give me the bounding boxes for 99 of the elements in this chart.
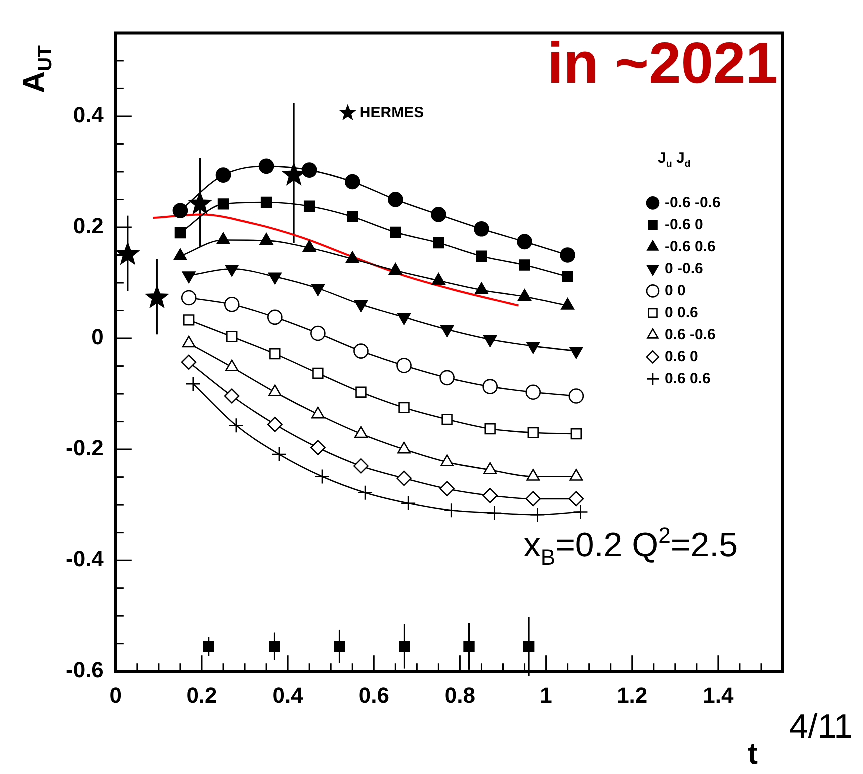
x-axis-title: t [748,738,758,771]
point [399,641,410,652]
point [269,641,280,652]
point [144,284,170,309]
y-tick-label: 0 [92,324,104,350]
point [517,234,532,250]
point [203,641,214,652]
point [226,331,238,342]
x-tick-label: 1 [540,682,552,708]
point [482,379,498,394]
point [388,192,404,208]
point [519,260,530,271]
point [181,354,197,370]
x-tick-label: 0 [110,682,122,708]
point [530,507,546,523]
point [224,388,240,404]
legend-label: 0.6 0 [665,348,698,366]
point [186,376,202,392]
point [314,469,330,484]
point [302,162,318,178]
y-tick-label: 0.4 [73,102,105,128]
point [268,310,283,326]
point [272,446,288,462]
y-tick-label: -0.4 [66,546,105,572]
point [523,641,535,652]
point [310,440,326,456]
point [482,488,498,504]
legend-label: HERMES [360,104,424,122]
point [526,491,542,507]
point [188,191,213,215]
point [354,458,369,474]
point [172,203,188,218]
text: 4/11 [789,708,854,746]
point [116,242,140,266]
point [354,344,369,359]
point [433,237,444,249]
point [440,481,455,497]
x-tick-label: 0.6 [358,682,390,708]
legend-label: -0.6 -0.6 [665,194,721,212]
legend-label: 0 0.6 [665,304,698,322]
legend-label: -0.6 0.6 [665,238,716,256]
point [528,427,539,438]
point [400,496,416,512]
point [358,485,374,500]
point [440,370,455,386]
x-tick-label: 0.4 [272,682,304,708]
point [431,207,446,222]
legend-label: 0.6 -0.6 [665,326,716,344]
point [398,402,410,414]
point [568,388,584,404]
y-tick-label: 0.2 [73,214,104,239]
point [570,428,582,440]
y-tick-label: -0.2 [66,436,104,461]
point [568,491,584,507]
point [216,168,232,183]
point [218,198,230,210]
point [396,358,412,374]
point [356,386,367,398]
point [174,248,188,261]
point [474,222,490,237]
point [347,211,358,223]
legend-label: 0 -0.6 [665,260,704,278]
legend-label: -0.6 0 [665,216,704,234]
point [396,470,412,486]
point [444,502,460,518]
point [334,641,346,652]
point [442,414,453,426]
point [526,384,542,400]
point [224,297,240,312]
annotation: in ~2021 [547,31,778,96]
point [573,504,588,520]
line-series [152,214,520,307]
point [310,326,326,342]
point [344,174,360,190]
x-tick-label: 1.4 [703,682,734,708]
point [562,271,574,282]
point [258,158,274,174]
point [476,250,488,262]
point [518,289,532,302]
legend-label: 0 0 [665,282,686,300]
y-axis-title: AUT [18,45,56,94]
point [183,314,195,326]
point [304,200,316,212]
legend-label: 0.6 0.6 [665,370,711,388]
point [390,226,402,238]
point [270,348,281,360]
x-tick-label: 1.2 [617,682,648,708]
x-tick-label: 0.8 [444,682,476,708]
point [560,248,576,263]
point [268,416,283,432]
point [484,423,496,435]
y-tick-label: -0.6 [66,658,104,683]
point [228,418,244,434]
point [464,641,475,652]
point [181,290,197,306]
point [260,196,272,208]
point [312,368,324,380]
x-tick-label: 0.2 [186,682,218,708]
point [174,227,186,239]
